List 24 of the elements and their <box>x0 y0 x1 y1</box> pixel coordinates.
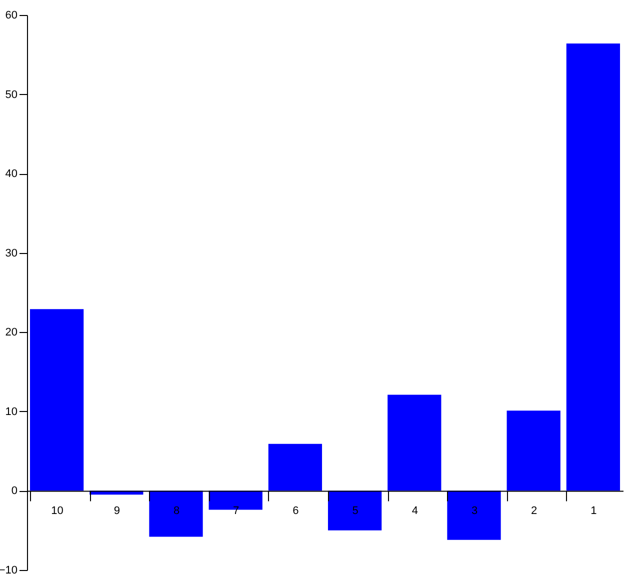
bar <box>149 490 203 537</box>
y-tick-label: 60 <box>5 10 18 22</box>
y-tick-label: 30 <box>5 247 18 260</box>
bar <box>506 410 560 491</box>
bar <box>447 490 501 540</box>
y-tick-label: 10 <box>5 406 18 418</box>
x-tick-label: 5 <box>352 505 358 518</box>
bar <box>566 44 620 491</box>
x-tick-label: 9 <box>114 505 120 518</box>
x-tick-label: 8 <box>173 505 180 518</box>
x-tick-label: 10 <box>51 505 64 518</box>
x-tick-label: 4 <box>412 505 418 518</box>
x-tick-label: 6 <box>292 505 299 518</box>
x-tick-label: 1 <box>590 505 597 518</box>
x-tick-label: 3 <box>471 505 478 518</box>
bar <box>30 309 84 491</box>
bar <box>388 394 442 491</box>
y-tick-label: 0 <box>11 485 18 498</box>
y-tick-label: 20 <box>5 326 18 339</box>
x-tick-label: 2 <box>531 505 538 518</box>
y-tick-label: 50 <box>5 88 18 101</box>
bar <box>328 490 382 530</box>
bar <box>268 444 322 491</box>
y-tick-label: 40 <box>5 168 18 180</box>
